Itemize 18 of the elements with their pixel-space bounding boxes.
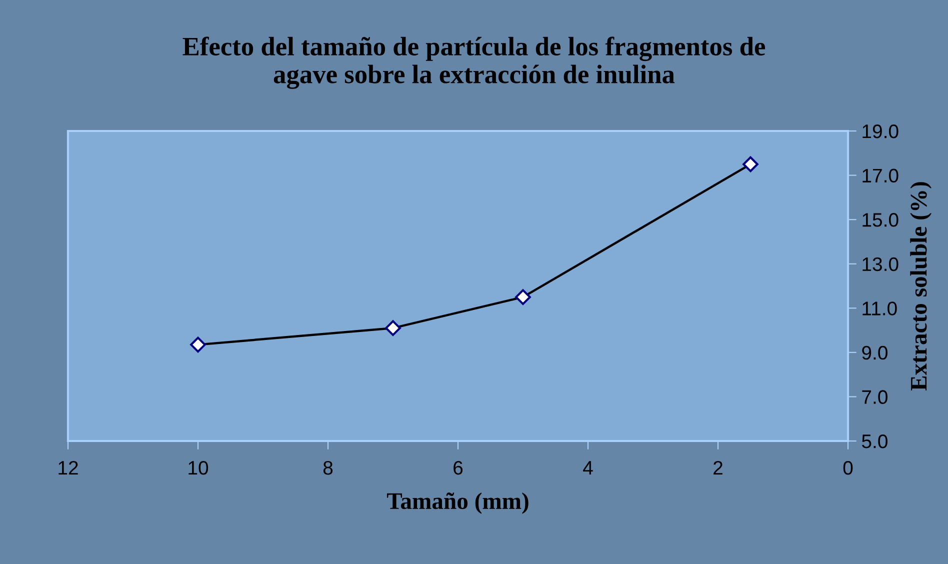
y-tick-label: 13.0 — [862, 257, 898, 272]
x-tick-label: 4 — [583, 461, 593, 475]
y-tick-label: 19.0 — [862, 124, 898, 138]
x-tick-label: 8 — [323, 460, 333, 475]
x-tick-label: 6 — [454, 460, 463, 475]
chart-title: Efecto del tamaño de partícula de los fragmentos de agave sobre la extracción de inulina — [182, 36, 766, 89]
y-tick-label: 7.0 — [862, 390, 888, 404]
y-axis-title: Extracto soluble (%) — [910, 182, 932, 391]
y-tick-label: 17.0 — [862, 168, 898, 183]
x-tick-label: 12 — [58, 460, 78, 475]
x-tick-label: 2 — [714, 460, 722, 475]
x-tick-label: 0 — [843, 460, 853, 475]
y-tick-label: 9.0 — [862, 346, 888, 360]
y-tick-label: 15.0 — [862, 213, 898, 227]
x-axis-title: Tamaño (mm) — [386, 492, 528, 514]
x-tick-label: 10 — [188, 460, 208, 475]
y-tick-label: 5.0 — [862, 434, 888, 448]
y-tick-label: 11.0 — [862, 302, 897, 316]
